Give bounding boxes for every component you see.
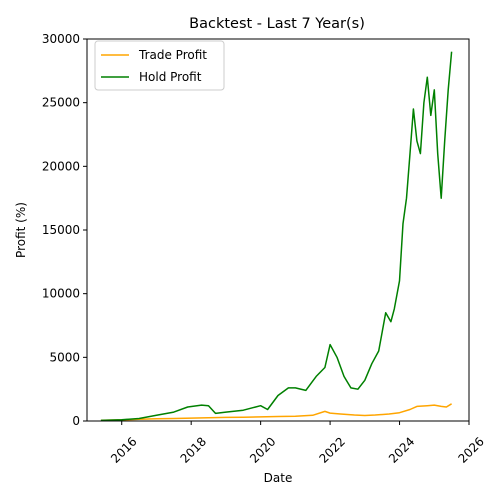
series-line-trade-profit [100,403,452,421]
legend: Trade Profit Hold Profit [94,40,225,91]
y-tick-label: 0 [72,414,80,428]
y-axis: 0 5000 10000 15000 20000 25000 30000 [42,32,87,428]
legend-label-trade-profit: Trade Profit [138,48,207,62]
x-axis-title: Date [264,471,293,485]
chart-title: Backtest - Last 7 Year(s) [189,16,365,32]
y-tick-label: 10000 [42,287,80,301]
y-tick-label: 5000 [49,350,80,364]
y-tick-label: 20000 [42,159,80,173]
legend-label-hold-profit: Hold Profit [139,70,202,84]
y-axis-title: Profit (%) [14,202,28,258]
plot-series [100,51,453,422]
y-tick-label: 30000 [42,32,80,46]
series-line-hold-profit [100,51,453,422]
y-tick-label: 15000 [42,223,80,237]
y-tick-label: 25000 [42,96,80,110]
